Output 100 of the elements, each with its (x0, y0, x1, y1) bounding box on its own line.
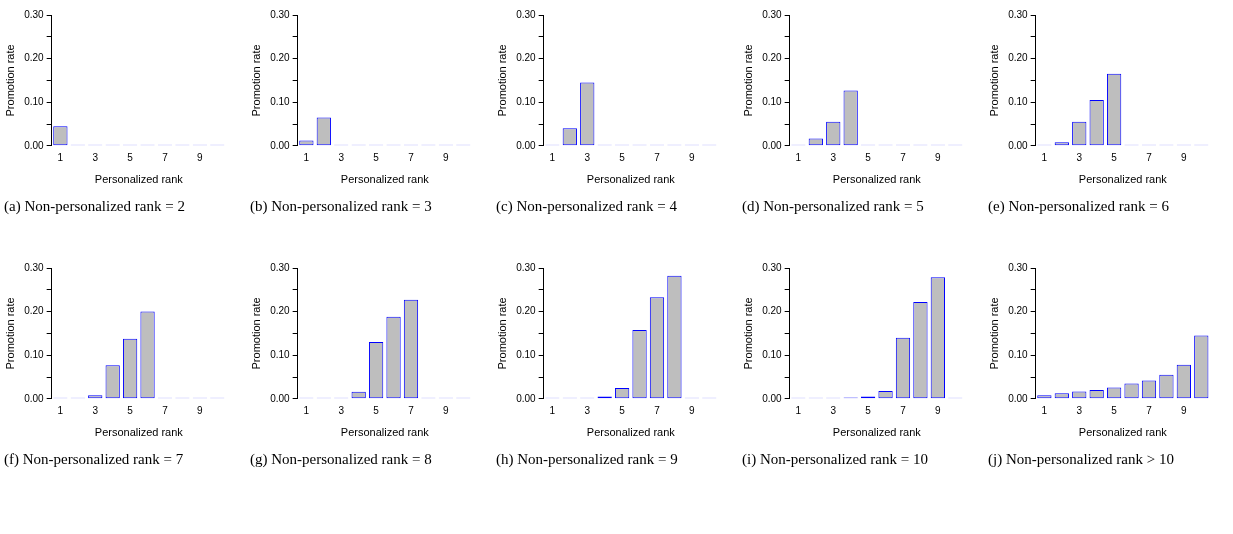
x-tick-label: 1 (57, 151, 64, 163)
y-axis-title: Promotion rate (3, 297, 16, 370)
text: (g) Non-personalized rank = 8 (249, 450, 433, 469)
y-tick-label: 0.10 (1008, 348, 1029, 360)
y-tick-label: 0.10 (1008, 95, 1029, 107)
x-tick-label: 3 (1076, 404, 1083, 416)
x-axis-title: Personalized rank (1078, 173, 1168, 186)
x-tick-label: 9 (443, 404, 450, 416)
x-tick-label: 9 (1181, 151, 1188, 163)
x-tick-label: 3 (338, 404, 345, 416)
y-tick-label: 0.20 (516, 52, 537, 64)
text: (i) Non-personalized rank = 10 (741, 450, 929, 469)
x-tick-label: 5 (619, 404, 626, 416)
x-axis-title: Personalized rank (586, 426, 676, 439)
x-tick-label: 1 (549, 151, 556, 163)
text: (f) Non-personalized rank = 7 (3, 450, 185, 469)
x-tick-label: 3 (830, 404, 837, 416)
y-tick-label: 0.30 (1008, 8, 1029, 20)
y-tick-label: 0.00 (1008, 392, 1029, 404)
y-tick-label: 0.30 (516, 261, 537, 273)
x-tick-label: 5 (127, 404, 134, 416)
x-tick-label: 9 (689, 404, 696, 416)
y-tick-label: 0.00 (1008, 139, 1029, 151)
y-axis-title: Promotion rate (249, 297, 262, 370)
x-tick-label: 1 (303, 404, 310, 416)
y-tick-label: 0.30 (270, 8, 291, 20)
x-axis-title: Personalized rank (340, 426, 430, 439)
x-tick-label: 3 (830, 151, 837, 163)
y-tick-label: 0.10 (270, 95, 291, 107)
x-tick-label: 7 (408, 151, 415, 163)
x-tick-label: 9 (443, 151, 450, 163)
x-tick-label: 9 (197, 404, 204, 416)
y-tick-label: 0.20 (24, 52, 45, 64)
y-tick-label: 0.30 (24, 8, 45, 20)
y-tick-label: 0.00 (24, 139, 45, 151)
y-tick-label: 0.20 (762, 52, 783, 64)
x-tick-label: 7 (408, 404, 415, 416)
y-tick-label: 0.10 (24, 348, 45, 360)
y-tick-label: 0.00 (24, 392, 45, 404)
x-tick-label: 7 (162, 404, 169, 416)
y-tick-label: 0.10 (24, 95, 45, 107)
y-tick-label: 0.20 (270, 305, 291, 317)
y-tick-label: 0.00 (270, 139, 291, 151)
text: (e) Non-personalized rank = 6 (987, 197, 1170, 216)
y-tick-label: 0.10 (516, 95, 537, 107)
y-axis-title: Promotion rate (987, 297, 1000, 370)
x-tick-label: 7 (1146, 151, 1153, 163)
x-tick-label: 1 (303, 151, 310, 163)
x-tick-label: 1 (549, 404, 556, 416)
x-axis-title: Personalized rank (832, 173, 922, 186)
y-tick-label: 0.00 (516, 139, 537, 151)
x-tick-label: 7 (162, 151, 169, 163)
x-tick-label: 5 (865, 404, 872, 416)
x-tick-label: 5 (373, 404, 380, 416)
y-tick-label: 0.20 (1008, 52, 1029, 64)
x-axis-title: Personalized rank (832, 426, 922, 439)
y-tick-label: 0.30 (762, 8, 783, 20)
x-tick-label: 1 (1041, 404, 1048, 416)
y-tick-label: 0.30 (762, 261, 783, 273)
x-tick-label: 9 (689, 151, 696, 163)
x-axis-title: Personalized rank (94, 426, 184, 439)
y-tick-label: 0.30 (24, 261, 45, 273)
y-tick-label: 0.00 (270, 392, 291, 404)
y-tick-label: 0.20 (270, 52, 291, 64)
x-tick-label: 7 (1146, 404, 1153, 416)
y-tick-label: 0.10 (762, 95, 783, 107)
y-axis-title: Promotion rate (741, 44, 754, 117)
x-tick-label: 9 (935, 151, 942, 163)
x-tick-label: 1 (795, 151, 802, 163)
text: (h) Non-personalized rank = 9 (495, 450, 679, 469)
text: (d) Non-personalized rank = 5 (741, 197, 925, 216)
x-tick-label: 9 (935, 404, 942, 416)
y-tick-label: 0.20 (1008, 305, 1029, 317)
x-axis-title: Personalized rank (1078, 426, 1168, 439)
y-tick-label: 0.20 (516, 305, 537, 317)
y-axis-title: Promotion rate (495, 297, 508, 370)
text: (j) Non-personalized rank > 10 (987, 450, 1175, 469)
y-tick-label: 0.10 (516, 348, 537, 360)
x-tick-label: 1 (1041, 151, 1048, 163)
x-tick-label: 3 (338, 151, 345, 163)
x-axis-title: Personalized rank (94, 173, 184, 186)
x-tick-label: 5 (619, 151, 626, 163)
x-tick-label: 1 (57, 404, 64, 416)
text: (c) Non-personalized rank = 4 (495, 197, 678, 216)
y-tick-label: 0.30 (1008, 261, 1029, 273)
x-tick-label: 7 (900, 151, 907, 163)
x-tick-label: 1 (795, 404, 802, 416)
y-tick-label: 0.10 (762, 348, 783, 360)
x-tick-label: 9 (1181, 404, 1188, 416)
x-tick-label: 3 (92, 151, 99, 163)
y-axis-title: Promotion rate (741, 297, 754, 370)
text: (b) Non-personalized rank = 3 (249, 197, 433, 216)
x-tick-label: 7 (654, 151, 661, 163)
x-tick-label: 5 (127, 151, 134, 163)
y-tick-label: 0.30 (270, 261, 291, 273)
y-axis-title: Promotion rate (495, 44, 508, 117)
x-tick-label: 3 (92, 404, 99, 416)
x-axis-title: Personalized rank (340, 173, 430, 186)
y-tick-label: 0.00 (516, 392, 537, 404)
x-tick-label: 3 (584, 404, 591, 416)
